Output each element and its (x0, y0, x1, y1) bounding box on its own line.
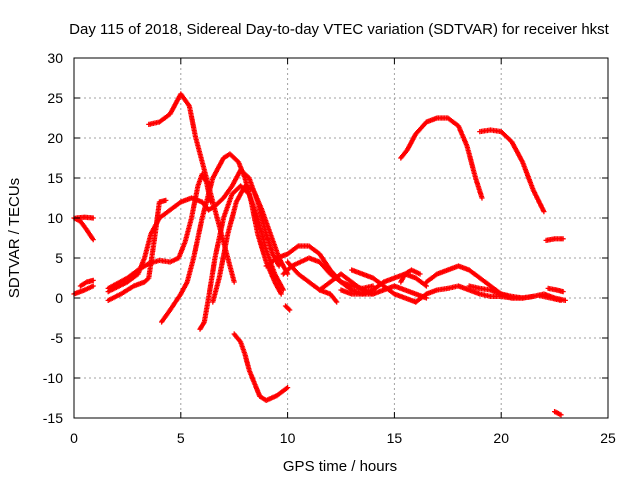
data-point (560, 236, 566, 242)
data-series-s28 (545, 285, 566, 295)
data-points (71, 91, 568, 418)
data-point (280, 287, 286, 293)
data-series-s29 (552, 409, 564, 418)
data-point (560, 289, 566, 295)
data-point (479, 195, 485, 201)
data-series-s3 (71, 283, 96, 297)
y-tick-label: 5 (55, 250, 63, 266)
y-tick-label: 25 (47, 90, 63, 106)
data-point (286, 306, 292, 312)
data-point (90, 283, 96, 289)
data-series-s27 (543, 236, 566, 243)
y-tick-label: 15 (47, 170, 63, 186)
axis-ticks: 0 5 10 15 20 25 -15 -10 -5 0 5 10 15 20 25 30 (43, 50, 616, 446)
x-tick-label: 20 (493, 430, 509, 446)
data-series-s26 (537, 293, 564, 303)
data-series-s25 (477, 127, 547, 215)
y-tick-label: 20 (47, 130, 63, 146)
y-tick-label: -15 (43, 410, 63, 426)
data-point (231, 279, 237, 285)
data-series-s12 (231, 331, 291, 403)
data-point (541, 209, 547, 215)
x-tick-label: 25 (600, 430, 616, 446)
x-axis-title: GPS time / hours (283, 458, 397, 475)
x-tick-label: 0 (70, 430, 78, 446)
data-series-s20 (398, 267, 423, 285)
data-point (278, 291, 284, 297)
data-point (90, 215, 96, 221)
data-series-s13 (282, 303, 293, 313)
data-point (163, 197, 169, 203)
y-tick-label: -5 (51, 330, 64, 346)
data-point (287, 307, 293, 313)
y-tick-label: 0 (55, 290, 63, 306)
y-tick-label: 10 (47, 210, 63, 226)
data-point (334, 299, 340, 305)
data-point (208, 199, 214, 205)
data-series-s9 (105, 167, 282, 295)
data-point (285, 385, 291, 391)
data-point (558, 297, 564, 303)
y-tick-label: 30 (47, 50, 63, 66)
x-tick-label: 5 (177, 430, 185, 446)
data-series-s21 (398, 115, 485, 201)
y-axis-title: SDTVAR / TECUs (6, 178, 23, 298)
data-point (417, 271, 423, 277)
y-tick-label: -10 (43, 370, 63, 386)
x-tick-label: 15 (387, 430, 403, 446)
chart-title: Day 115 of 2018, Sidereal Day-to-day VTE… (69, 21, 609, 38)
data-series-s2 (73, 214, 96, 221)
plot-frame (73, 57, 609, 419)
data-point (558, 412, 564, 418)
x-tick-label: 10 (280, 430, 296, 446)
data-point (90, 237, 96, 243)
data-series-s4 (77, 277, 96, 289)
data-point (90, 277, 96, 283)
